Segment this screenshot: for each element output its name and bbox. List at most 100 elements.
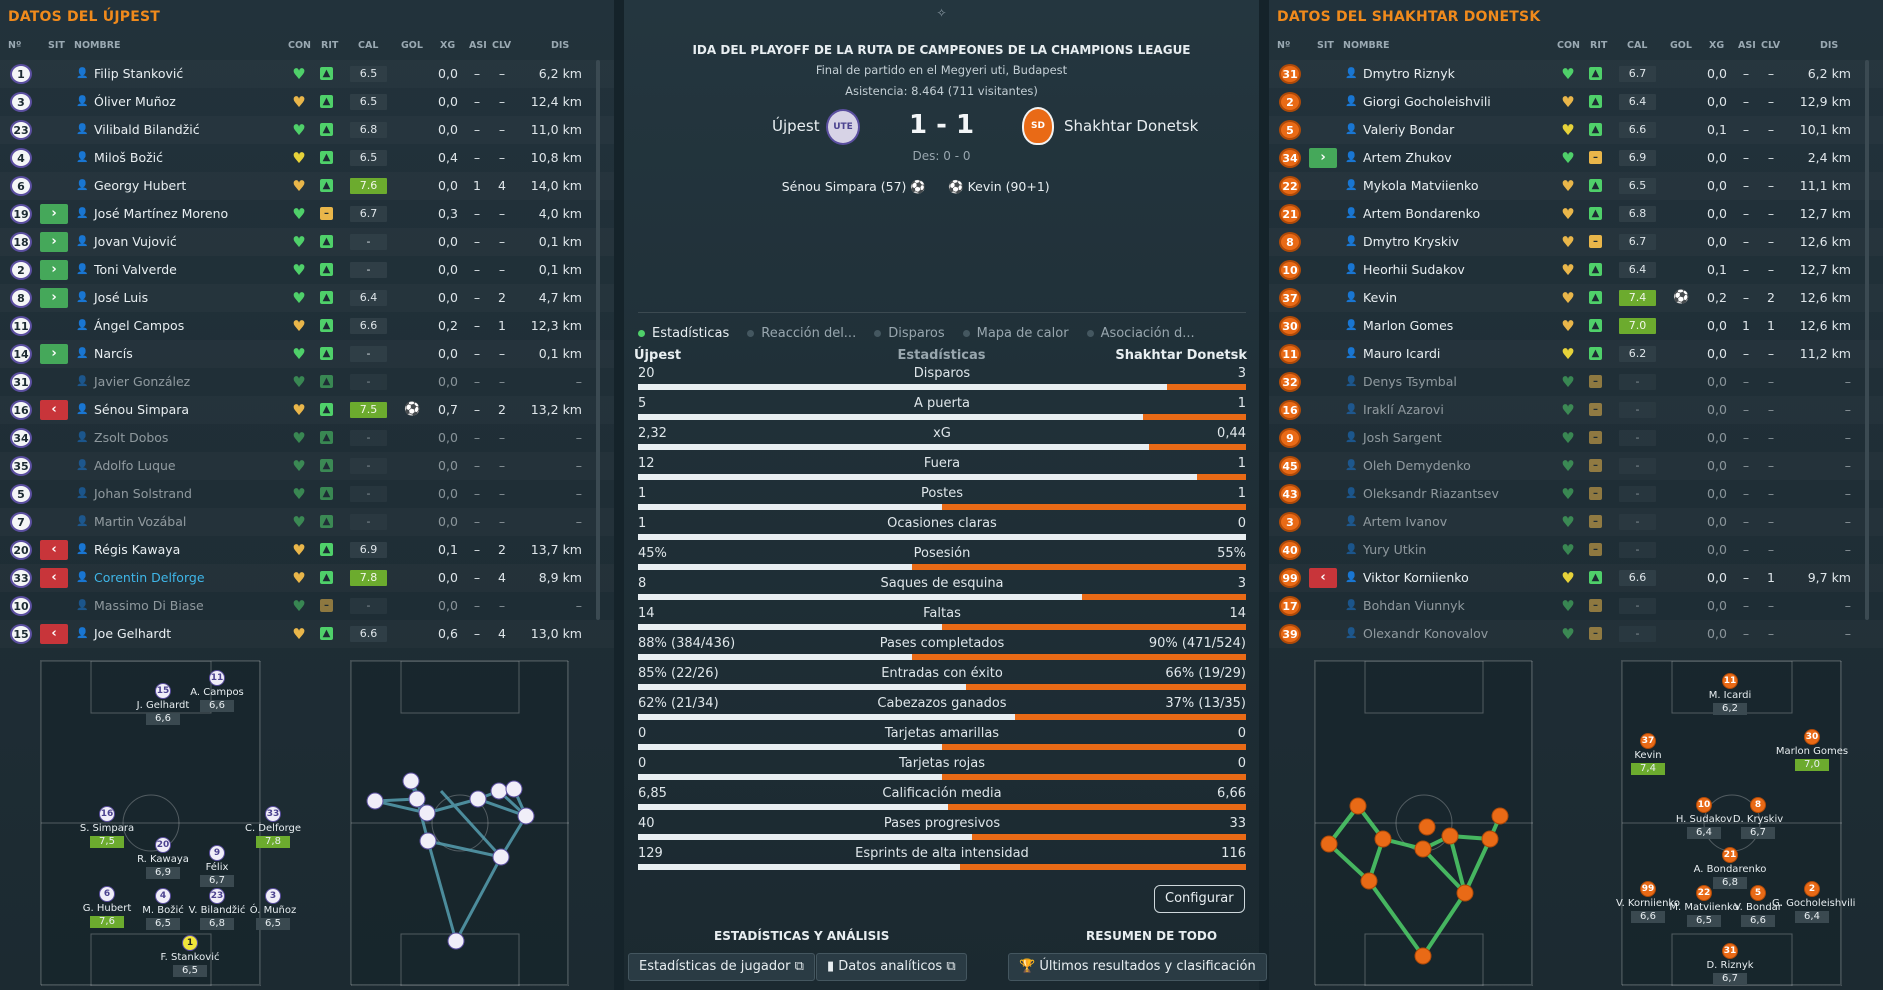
tab-mapa-calor[interactable]: Mapa de calor	[962, 326, 1069, 341]
away-list-scrollbar[interactable]	[1865, 60, 1869, 620]
formation-player-marker[interactable]: 9	[209, 845, 225, 861]
player-name[interactable]: Vilibald Bilandžić	[94, 122, 200, 137]
player-name[interactable]: Zsolt Dobos	[94, 430, 169, 445]
tab-disparos[interactable]: Disparos	[874, 326, 945, 341]
player-name[interactable]: Dmytro Kryskiv	[1363, 234, 1459, 249]
player-name[interactable]: José Martínez Moreno	[94, 206, 229, 221]
formation-player-marker[interactable]: 10	[1696, 797, 1712, 813]
player-name[interactable]: Georgy Hubert	[94, 178, 187, 193]
player-name[interactable]: Dmytro Riznyk	[1363, 66, 1455, 81]
table-row[interactable]: 11 👤 Mauro Icardi ♥ ▲ 6.2 0,0– –11,2 km	[1269, 340, 1883, 368]
player-name[interactable]: Javier González	[94, 374, 191, 389]
analytics-button[interactable]: ▮ Datos analíticos ⧉	[816, 953, 967, 981]
table-row[interactable]: 40 👤 Yury Utkin ♥ – -0,0– – –	[1269, 536, 1883, 564]
player-name[interactable]: Martin Vozábal	[94, 514, 187, 529]
table-row[interactable]: 10 👤 Heorhii Sudakov ♥ ▲ 6.4 0,1– –12,7 km	[1269, 256, 1883, 284]
sub-in-icon[interactable]: ›	[1309, 148, 1337, 168]
table-row[interactable]: 14 › 👤 Narcís ♥ ▲ -0,0– –0,1 km	[0, 340, 614, 368]
col-gol[interactable]: GOL	[401, 40, 423, 51]
table-row[interactable]: 34 👤 Zsolt Dobos ♥ ▲ -0,0– – –	[0, 424, 614, 452]
table-row[interactable]: 31 👤 Dmytro Riznyk ♥ ▲ 6.7 0,0– –6,2 km	[1269, 60, 1883, 88]
formation-player-marker[interactable]: 20	[155, 837, 171, 853]
table-row[interactable]: 5 👤 Valeriy Bondar ♥ ▲ 6.6 0,1– –10,1 km	[1269, 116, 1883, 144]
formation-player-marker[interactable]: 31	[1722, 943, 1738, 959]
table-row[interactable]: 8 👤 Dmytro Kryskiv ♥ –6.7 0,0– –12,6 km	[1269, 228, 1883, 256]
results-table-button[interactable]: 🏆 Últimos resultados y clasificación	[1008, 953, 1267, 981]
player-name[interactable]: Toni Valverde	[94, 262, 177, 277]
player-name[interactable]: Oleksandr Riazantsev	[1363, 486, 1499, 501]
home-team-name[interactable]: Újpest	[772, 117, 820, 135]
table-row[interactable]: 99 ‹ 👤 Viktor Korniienko ♥ ▲ 6.6 0,0– 1 9,7 km	[1269, 564, 1883, 592]
col-dis[interactable]: DIS	[1820, 40, 1839, 51]
formation-player-marker[interactable]: 4	[155, 888, 171, 904]
ujpest-crest-icon[interactable]: UTE	[826, 109, 860, 145]
col-gol[interactable]: GOL	[1670, 40, 1692, 51]
col-no[interactable]: Nº	[1277, 40, 1291, 51]
sub-out-icon[interactable]: ‹	[40, 568, 68, 588]
player-name[interactable]: Filip Stanković	[94, 66, 184, 81]
col-xg[interactable]: XG	[440, 40, 456, 51]
player-name[interactable]: Sénou Simpara	[94, 402, 190, 417]
col-con[interactable]: CON	[288, 40, 311, 51]
col-cal[interactable]: CAL	[1627, 40, 1648, 51]
col-sit[interactable]: SIT	[48, 40, 65, 51]
col-cal[interactable]: CAL	[358, 40, 379, 51]
player-name[interactable]: Kevin	[1363, 290, 1398, 305]
sub-in-icon[interactable]: ›	[40, 232, 68, 252]
player-name[interactable]: Yury Utkin	[1363, 542, 1427, 557]
player-name[interactable]: Artem Bondarenko	[1363, 206, 1481, 221]
formation-player-marker[interactable]: 5	[1750, 885, 1766, 901]
table-row[interactable]: 9 👤 Josh Sargent ♥ – -0,0– – –	[1269, 424, 1883, 452]
player-name[interactable]: Valeriy Bondar	[1363, 122, 1455, 137]
table-row[interactable]: 5 👤 Johan Solstrand ♥ ▲ -0,0– – –	[0, 480, 614, 508]
table-row[interactable]: 3 👤 Artem Ivanov ♥ – -0,0– – –	[1269, 508, 1883, 536]
table-row[interactable]: 16 ‹ 👤 Sénou Simpara ♥ ▲ 7.5 ⚽ 0,7– 2 13,2 km	[0, 396, 614, 424]
shakhtar-crest-icon[interactable]: SD	[1022, 107, 1054, 145]
player-name[interactable]: Marlon Gomes	[1363, 318, 1454, 333]
col-dis[interactable]: DIS	[551, 40, 570, 51]
formation-player-marker[interactable]: 33	[265, 806, 281, 822]
sub-out-icon[interactable]: ‹	[40, 540, 68, 560]
player-name[interactable]: Artem Zhukov	[1363, 150, 1452, 165]
col-no[interactable]: Nº	[8, 40, 22, 51]
formation-player-marker[interactable]: 21	[1722, 847, 1738, 863]
player-name[interactable]: Massimo Di Biase	[94, 598, 204, 613]
table-row[interactable]: 18 › 👤 Jovan Vujović ♥ ▲ -0,0– –0,1 km	[0, 228, 614, 256]
table-row[interactable]: 2 › 👤 Toni Valverde ♥ ▲ -0,0– –0,1 km	[0, 256, 614, 284]
table-row[interactable]: 3 👤 Óliver Muñoz ♥ ▲ 6.5 0,0– –12,4 km	[0, 88, 614, 116]
tab-asociacion[interactable]: Asociación d...	[1086, 326, 1195, 341]
table-row[interactable]: 7 👤 Martin Vozábal ♥ ▲ -0,0– – –	[0, 508, 614, 536]
player-name[interactable]: Óliver Muñoz	[94, 94, 176, 109]
col-clv[interactable]: CLV	[1761, 40, 1781, 51]
player-name[interactable]: Miloš Božić	[94, 150, 163, 165]
tab-estadisticas[interactable]: Estadísticas	[638, 326, 729, 341]
formation-player-marker[interactable]: 6	[99, 886, 115, 902]
table-row[interactable]: 15 ‹ 👤 Joe Gelhardt ♥ ▲ 6.6 0,6– 4 13,0 km	[0, 620, 614, 648]
sub-in-icon[interactable]: ›	[40, 288, 68, 308]
sub-out-icon[interactable]: ‹	[1309, 568, 1337, 588]
formation-player-marker[interactable]: 8	[1750, 797, 1766, 813]
col-rit[interactable]: RIT	[1590, 40, 1608, 51]
formation-player-marker[interactable]: 99	[1640, 881, 1656, 897]
formation-player-marker[interactable]: 11	[209, 670, 225, 686]
table-row[interactable]: 17 👤 Bohdan Viunnyk ♥ – -0,0– – –	[1269, 592, 1883, 620]
col-asi[interactable]: ASI	[469, 40, 487, 51]
formation-player-marker[interactable]: 16	[99, 806, 115, 822]
player-name[interactable]: Oleh Demydenko	[1363, 458, 1471, 473]
away-team-name[interactable]: Shakhtar Donetsk	[1064, 117, 1199, 135]
table-row[interactable]: 22 👤 Mykola Matviienko ♥ ▲ 6.5 0,0– –11,1 km	[1269, 172, 1883, 200]
col-xg[interactable]: XG	[1709, 40, 1725, 51]
player-name[interactable]: Johan Solstrand	[94, 486, 192, 501]
player-name[interactable]: Mauro Icardi	[1363, 346, 1441, 361]
player-name[interactable]: José Luis	[94, 290, 149, 305]
table-row[interactable]: 11 👤 Ángel Campos ♥ ▲ 6.6 0,2– 1 12,3 km	[0, 312, 614, 340]
table-row[interactable]: 8 › 👤 José Luis ♥ ▲ 6.4 0,0– 2 4,7 km	[0, 284, 614, 312]
table-row[interactable]: 20 ‹ 👤 Régis Kawaya ♥ ▲ 6.9 0,1– 2 13,7 km	[0, 536, 614, 564]
player-name[interactable]: Olexandr Konovalov	[1363, 626, 1489, 641]
player-name[interactable]: Viktor Korniienko	[1363, 570, 1469, 585]
col-con[interactable]: CON	[1557, 40, 1580, 51]
player-name[interactable]: Denys Tsymbal	[1363, 374, 1457, 389]
col-asi[interactable]: ASI	[1738, 40, 1756, 51]
sub-in-icon[interactable]: ›	[40, 344, 68, 364]
formation-player-marker[interactable]: 1	[182, 935, 198, 951]
